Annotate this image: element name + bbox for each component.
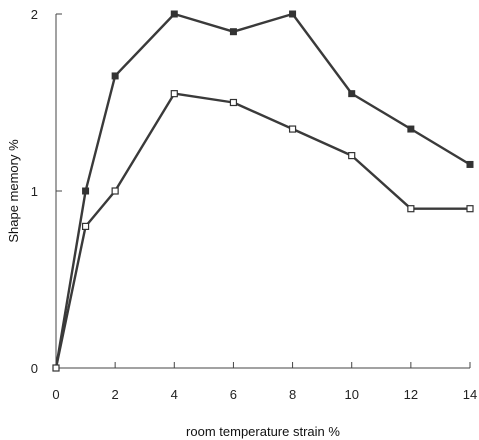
series-2-line	[54, 92, 470, 369]
x-tick-label: 6	[230, 387, 237, 402]
x-tick-label: 14	[463, 387, 477, 402]
series-layer	[52, 10, 474, 372]
series-1-point	[348, 90, 356, 98]
series-2-point	[348, 152, 356, 160]
series-2-point	[288, 125, 297, 133]
series-2-point	[111, 187, 119, 195]
series-2-point	[407, 205, 415, 213]
series-2-point	[81, 222, 90, 230]
x-tick-label: 4	[171, 387, 178, 402]
series-2-point	[52, 364, 60, 372]
series-1-point	[111, 72, 119, 80]
series-1-point	[407, 125, 415, 133]
series-2-point	[170, 90, 178, 98]
series-1-point	[82, 187, 90, 195]
series-1-point	[170, 10, 178, 18]
y-tick-label: 1	[31, 184, 38, 199]
series-1-point	[466, 160, 474, 168]
series-1-point	[289, 10, 297, 18]
x-tick-label: 12	[404, 387, 418, 402]
y-axis-label: Shape memory %	[6, 139, 21, 243]
y-tick-label: 2	[31, 7, 38, 22]
x-tick-label: 0	[52, 387, 59, 402]
x-tick-label: 2	[112, 387, 119, 402]
x-tick-label: 10	[344, 387, 358, 402]
y-tick-label: 0	[31, 361, 38, 376]
series-1-point	[229, 28, 237, 36]
series-2-point	[229, 98, 238, 107]
series-2-point	[466, 205, 474, 213]
x-tick-label: 8	[289, 387, 296, 402]
x-axis-label: room temperature strain %	[186, 424, 340, 439]
